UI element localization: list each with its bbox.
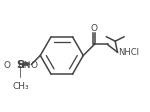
Text: CH₃: CH₃ — [12, 81, 29, 90]
Text: O: O — [4, 60, 11, 69]
Text: HN: HN — [17, 60, 31, 69]
Text: NHCl: NHCl — [118, 48, 139, 57]
Text: O: O — [30, 60, 37, 69]
Text: S: S — [16, 60, 24, 70]
Text: O: O — [91, 24, 98, 33]
